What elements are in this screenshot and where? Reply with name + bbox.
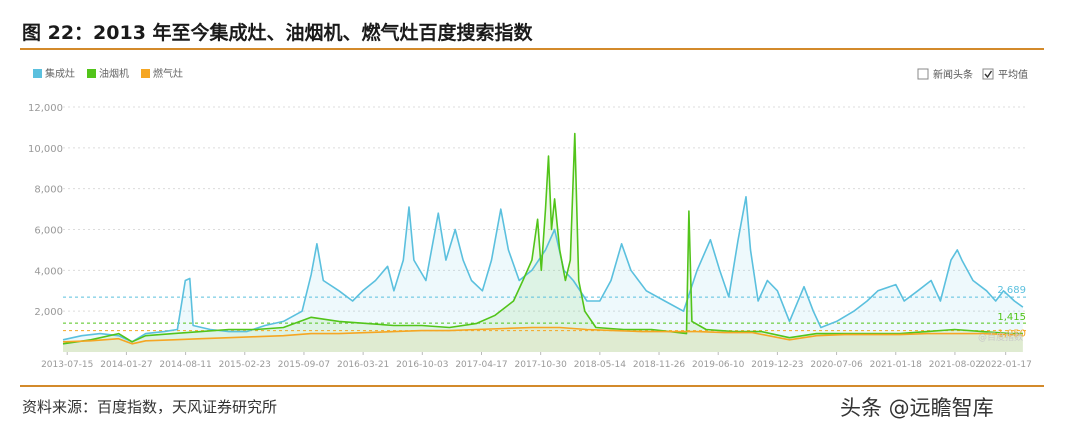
y-axis: 2,000 4,000 6,000 8,000 10,000 12,000 [28, 103, 63, 318]
legend-swatch [87, 69, 96, 78]
x-tick-label: 2019-06-10 [692, 360, 745, 370]
x-tick-label: 2014-01-27 [100, 360, 152, 370]
title-rule [20, 48, 1044, 50]
y-tick-label: 8,000 [34, 185, 63, 196]
y-tick-label: 2,000 [34, 307, 63, 318]
y-tick-label: 6,000 [34, 226, 63, 237]
avg-checkbox[interactable] [982, 68, 994, 80]
series-area [63, 196, 1023, 352]
legend: 集成灶 油烟机 燃气灶 [33, 67, 183, 80]
y-tick-label: 10,000 [28, 144, 63, 155]
legend-label: 燃气灶 [153, 67, 183, 80]
series-areas [63, 133, 1023, 352]
x-tick-label: 2022-01-17 [980, 360, 1032, 370]
x-tick-label: 2021-01-18 [870, 360, 923, 370]
series-lines [62, 132, 1024, 345]
check-icon [984, 70, 993, 79]
x-tick-label: 2014-08-11 [159, 360, 211, 370]
x-tick-label: 2021-08-02 [929, 360, 981, 370]
news-label: 新闻头条 [933, 68, 973, 81]
legend-swatch [141, 69, 150, 78]
avg-label: 平均值 [998, 68, 1028, 81]
figure-title: 图 22：2013 年至今集成灶、油烟机、燃气灶百度搜索指数 [22, 22, 533, 44]
y-tick-label: 12,000 [28, 103, 63, 114]
legend-label: 集成灶 [45, 67, 75, 80]
series-line [62, 196, 1024, 343]
x-tick-label: 2015-02-23 [219, 360, 271, 370]
x-tick-label: 2017-04-17 [455, 360, 507, 370]
average-label: 2,689 [997, 285, 1026, 296]
x-tick-label: 2016-10-03 [396, 360, 448, 370]
series-line [62, 326, 1023, 345]
source-rule [20, 385, 1044, 387]
news-checkbox[interactable] [917, 68, 929, 80]
x-tick-label: 2019-12-23 [751, 360, 803, 370]
x-tick-label: 2016-03-21 [337, 360, 389, 370]
x-tick-label: 2018-11-26 [633, 360, 686, 370]
series-area [63, 133, 1023, 352]
series-line [62, 132, 1023, 345]
chart-watermark: @百度指数 [978, 331, 1023, 343]
source-note: 资料来源：百度指数，天风证券研究所 [22, 398, 278, 416]
x-tick-label: 2020-07-06 [810, 360, 863, 370]
average-label: 1,415 [997, 312, 1026, 323]
x-tick-label: 2015-09-07 [278, 360, 330, 370]
chart-options[interactable]: 新闻头条 平均值 [917, 68, 1028, 81]
x-axis: 2013-07-15 2014-01-27 2014-08-11 2015-02-23… [41, 352, 1032, 370]
x-tick-label: 2017-10-30 [515, 360, 568, 370]
watermark: 头条 @远瞻智库 [840, 396, 994, 420]
legend-label: 油烟机 [99, 67, 129, 80]
grid [63, 106, 1028, 312]
x-tick-label: 2013-07-15 [41, 360, 93, 370]
x-tick-label: 2018-05-14 [574, 360, 627, 370]
legend-swatch [33, 69, 42, 78]
y-tick-label: 4,000 [34, 266, 63, 277]
series-area [63, 327, 1023, 352]
